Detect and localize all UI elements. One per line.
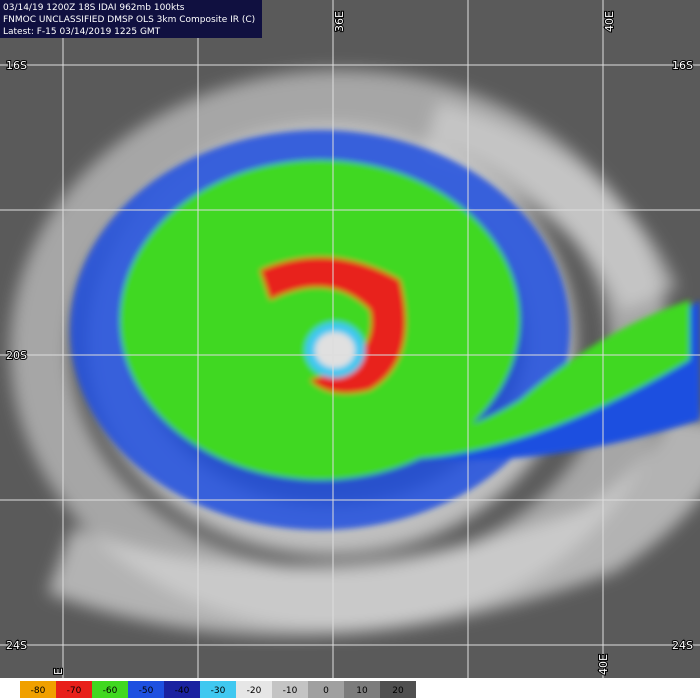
colorbar-swatch	[20, 681, 56, 698]
lon-label: 36E	[333, 11, 346, 32]
graticule	[0, 0, 700, 678]
colorbar-swatch	[128, 681, 164, 698]
colorbar-label: -40	[175, 686, 190, 696]
header-line: Latest: F-15 03/14/2019 1225 GMT	[3, 27, 161, 37]
colorbar-label: 20	[392, 686, 404, 696]
colorbar-swatch	[92, 681, 128, 698]
colorbar-label: 10	[356, 686, 368, 696]
colorbar-swatch	[272, 681, 308, 698]
colorbar-label: -70	[67, 686, 82, 696]
lat-label: 16S	[672, 59, 693, 72]
lat-label: 24S	[672, 639, 693, 652]
colorbar-label: -20	[247, 686, 262, 696]
header-box	[0, 0, 262, 38]
lon-label: E	[52, 668, 65, 675]
lon-label: 40E	[597, 654, 610, 675]
colorbar-swatch	[164, 681, 200, 698]
header-line: FNMOC UNCLASSIFIED DMSP OLS 3km Composit…	[3, 15, 255, 25]
colorbar-swatch	[308, 681, 344, 698]
colorbar-swatch	[380, 681, 416, 698]
colorbar-label: 0	[323, 686, 329, 696]
colorbar-label: -50	[139, 686, 154, 696]
colorbar-swatch	[200, 681, 236, 698]
colorbar-swatch	[344, 681, 380, 698]
colorbar-swatch	[236, 681, 272, 698]
colorbar-label: -80	[31, 686, 46, 696]
lat-label: 20S	[6, 349, 27, 362]
lat-label: 24S	[6, 639, 27, 652]
colorbar-label: -30	[211, 686, 226, 696]
lat-label: 16S	[6, 59, 27, 72]
imagery	[0, 0, 700, 678]
header-line: 03/14/19 1200Z 18S IDAI 962mb 100kts	[3, 3, 185, 13]
colorbar-label: -10	[283, 686, 298, 696]
colorbar-label: -60	[103, 686, 118, 696]
lon-label: 40E	[603, 11, 616, 32]
colorbar-swatch	[56, 681, 92, 698]
